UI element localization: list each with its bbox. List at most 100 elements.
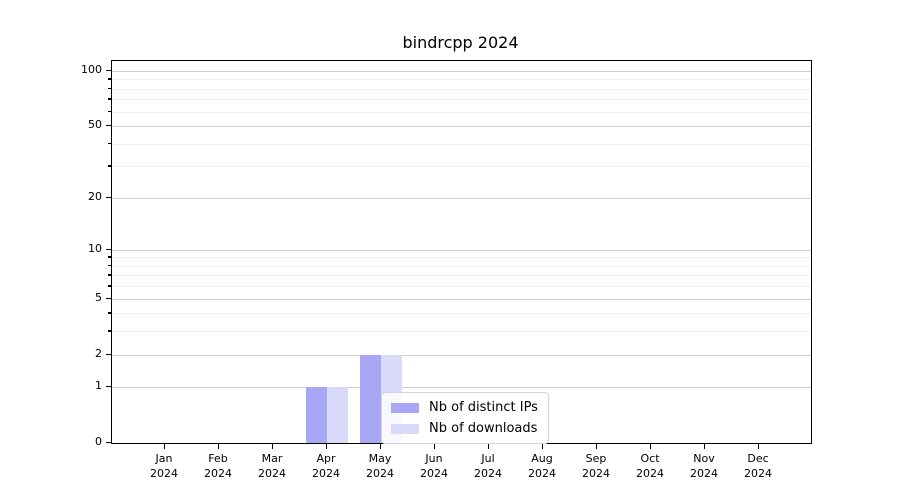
x-tick-label-month: Jun bbox=[425, 452, 443, 465]
y-minor-tick-mark bbox=[108, 264, 111, 267]
x-tick-label: Jan 2024 bbox=[137, 451, 191, 481]
chart-title: bindrcpp 2024 bbox=[402, 33, 519, 52]
x-tick-label: Aug 2024 bbox=[515, 451, 569, 481]
y-tick-label: 5 bbox=[95, 290, 102, 304]
minor-gridline bbox=[112, 79, 811, 81]
y-minor-tick-mark bbox=[108, 330, 111, 332]
x-tick-label-year: 2024 bbox=[528, 467, 556, 480]
minor-gridline bbox=[112, 331, 811, 333]
x-tick-mark bbox=[650, 443, 652, 449]
y-tick-label: 2 bbox=[95, 346, 102, 360]
x-tick-label-month: Nov bbox=[693, 452, 715, 465]
major-gridline bbox=[112, 387, 811, 389]
x-tick-label-month: Apr bbox=[316, 452, 336, 465]
major-gridline bbox=[112, 354, 811, 356]
y-tick-mark bbox=[106, 70, 111, 72]
y-tick-mark bbox=[106, 125, 111, 127]
y-minor-tick-mark bbox=[108, 256, 111, 258]
x-tick-label: May 2024 bbox=[353, 451, 407, 481]
y-minor-tick-mark bbox=[108, 165, 111, 167]
x-tick-label-month: Oct bbox=[640, 452, 660, 465]
bar-downloads-apr bbox=[327, 387, 348, 443]
x-tick-label: Oct 2024 bbox=[623, 451, 677, 481]
x-tick-label-year: 2024 bbox=[582, 467, 610, 480]
legend: Nb of distinct IPs Nb of downloads bbox=[381, 392, 549, 444]
y-minor-tick-mark bbox=[108, 312, 111, 314]
x-tick-label-month: Aug bbox=[531, 452, 553, 465]
major-gridline bbox=[112, 126, 811, 128]
x-tick-label-year: 2024 bbox=[366, 467, 394, 480]
x-tick-label-year: 2024 bbox=[204, 467, 232, 480]
legend-item-downloads: Nb of downloads bbox=[391, 421, 538, 436]
y-tick-mark bbox=[106, 196, 111, 198]
legend-item-distinct-ips: Nb of distinct IPs bbox=[391, 400, 538, 415]
x-tick-label-year: 2024 bbox=[744, 467, 772, 480]
y-minor-tick-mark bbox=[108, 274, 111, 276]
x-tick-label-month: Jul bbox=[481, 452, 495, 465]
y-tick-label: 50 bbox=[88, 118, 102, 132]
y-tick-label: 0 bbox=[95, 435, 102, 448]
minor-gridline bbox=[112, 265, 811, 267]
x-tick-label-year: 2024 bbox=[420, 467, 448, 480]
x-tick-label-month: Dec bbox=[747, 452, 769, 465]
x-tick-label: Nov 2024 bbox=[677, 451, 731, 481]
x-tick-label-month: Mar bbox=[261, 452, 283, 465]
minor-gridline bbox=[112, 111, 811, 113]
y-tick-mark bbox=[106, 386, 111, 388]
minor-gridline bbox=[112, 166, 811, 168]
minor-gridline bbox=[112, 257, 811, 259]
x-tick-mark bbox=[488, 443, 490, 449]
y-minor-tick-mark bbox=[108, 98, 111, 100]
bar-distinct-ips-may bbox=[360, 354, 381, 443]
y-minor-tick-mark bbox=[108, 87, 111, 90]
minor-gridline bbox=[112, 313, 811, 315]
x-tick-mark bbox=[380, 443, 382, 449]
x-tick-label-month: May bbox=[368, 452, 392, 465]
y-minor-tick-mark bbox=[108, 78, 111, 80]
y-minor-tick-mark bbox=[108, 285, 111, 287]
x-tick-mark bbox=[218, 443, 220, 449]
x-tick-label: Feb 2024 bbox=[191, 451, 245, 481]
x-tick-label-year: 2024 bbox=[150, 467, 178, 480]
y-tick-mark bbox=[106, 297, 111, 299]
y-tick-label: 1 bbox=[95, 379, 102, 393]
plot-area bbox=[111, 60, 812, 444]
major-gridline bbox=[112, 71, 811, 72]
y-minor-tick-mark bbox=[108, 142, 111, 145]
x-tick-mark bbox=[596, 443, 598, 449]
x-tick-mark bbox=[758, 443, 760, 449]
x-tick-label-year: 2024 bbox=[690, 467, 718, 480]
bar-distinct-ips-apr bbox=[306, 387, 327, 443]
minor-gridline bbox=[112, 275, 811, 277]
x-tick-mark bbox=[326, 443, 328, 449]
x-tick-label-year: 2024 bbox=[312, 467, 340, 480]
x-tick-label: Apr 2024 bbox=[299, 451, 353, 481]
y-minor-tick-mark bbox=[108, 110, 111, 113]
y-tick-label: 100 bbox=[81, 63, 102, 76]
x-tick-label: Jul 2024 bbox=[461, 451, 515, 481]
y-tick-label: 10 bbox=[88, 241, 102, 255]
x-tick-mark bbox=[704, 443, 706, 449]
y-tick-mark bbox=[106, 442, 111, 444]
y-tick-mark bbox=[106, 353, 111, 355]
x-tick-label: Dec 2024 bbox=[731, 451, 785, 481]
minor-gridline bbox=[112, 88, 811, 90]
legend-label-downloads: Nb of downloads bbox=[429, 421, 538, 436]
x-tick-label-year: 2024 bbox=[258, 467, 286, 480]
y-tick-label: 20 bbox=[88, 189, 102, 203]
x-tick-label-month: Sep bbox=[585, 452, 607, 465]
major-gridline bbox=[112, 249, 811, 251]
minor-gridline bbox=[112, 286, 811, 288]
x-tick-label-year: 2024 bbox=[474, 467, 502, 480]
major-gridline bbox=[112, 298, 811, 300]
minor-gridline bbox=[112, 99, 811, 101]
x-tick-label-month: Feb bbox=[208, 452, 228, 465]
minor-gridline bbox=[112, 143, 811, 145]
x-tick-label: Mar 2024 bbox=[245, 451, 299, 481]
x-tick-label-year: 2024 bbox=[636, 467, 664, 480]
x-tick-label: Jun 2024 bbox=[407, 451, 461, 481]
x-tick-mark bbox=[542, 443, 544, 449]
x-tick-label-month: Jan bbox=[155, 452, 173, 465]
x-tick-mark bbox=[272, 443, 274, 449]
